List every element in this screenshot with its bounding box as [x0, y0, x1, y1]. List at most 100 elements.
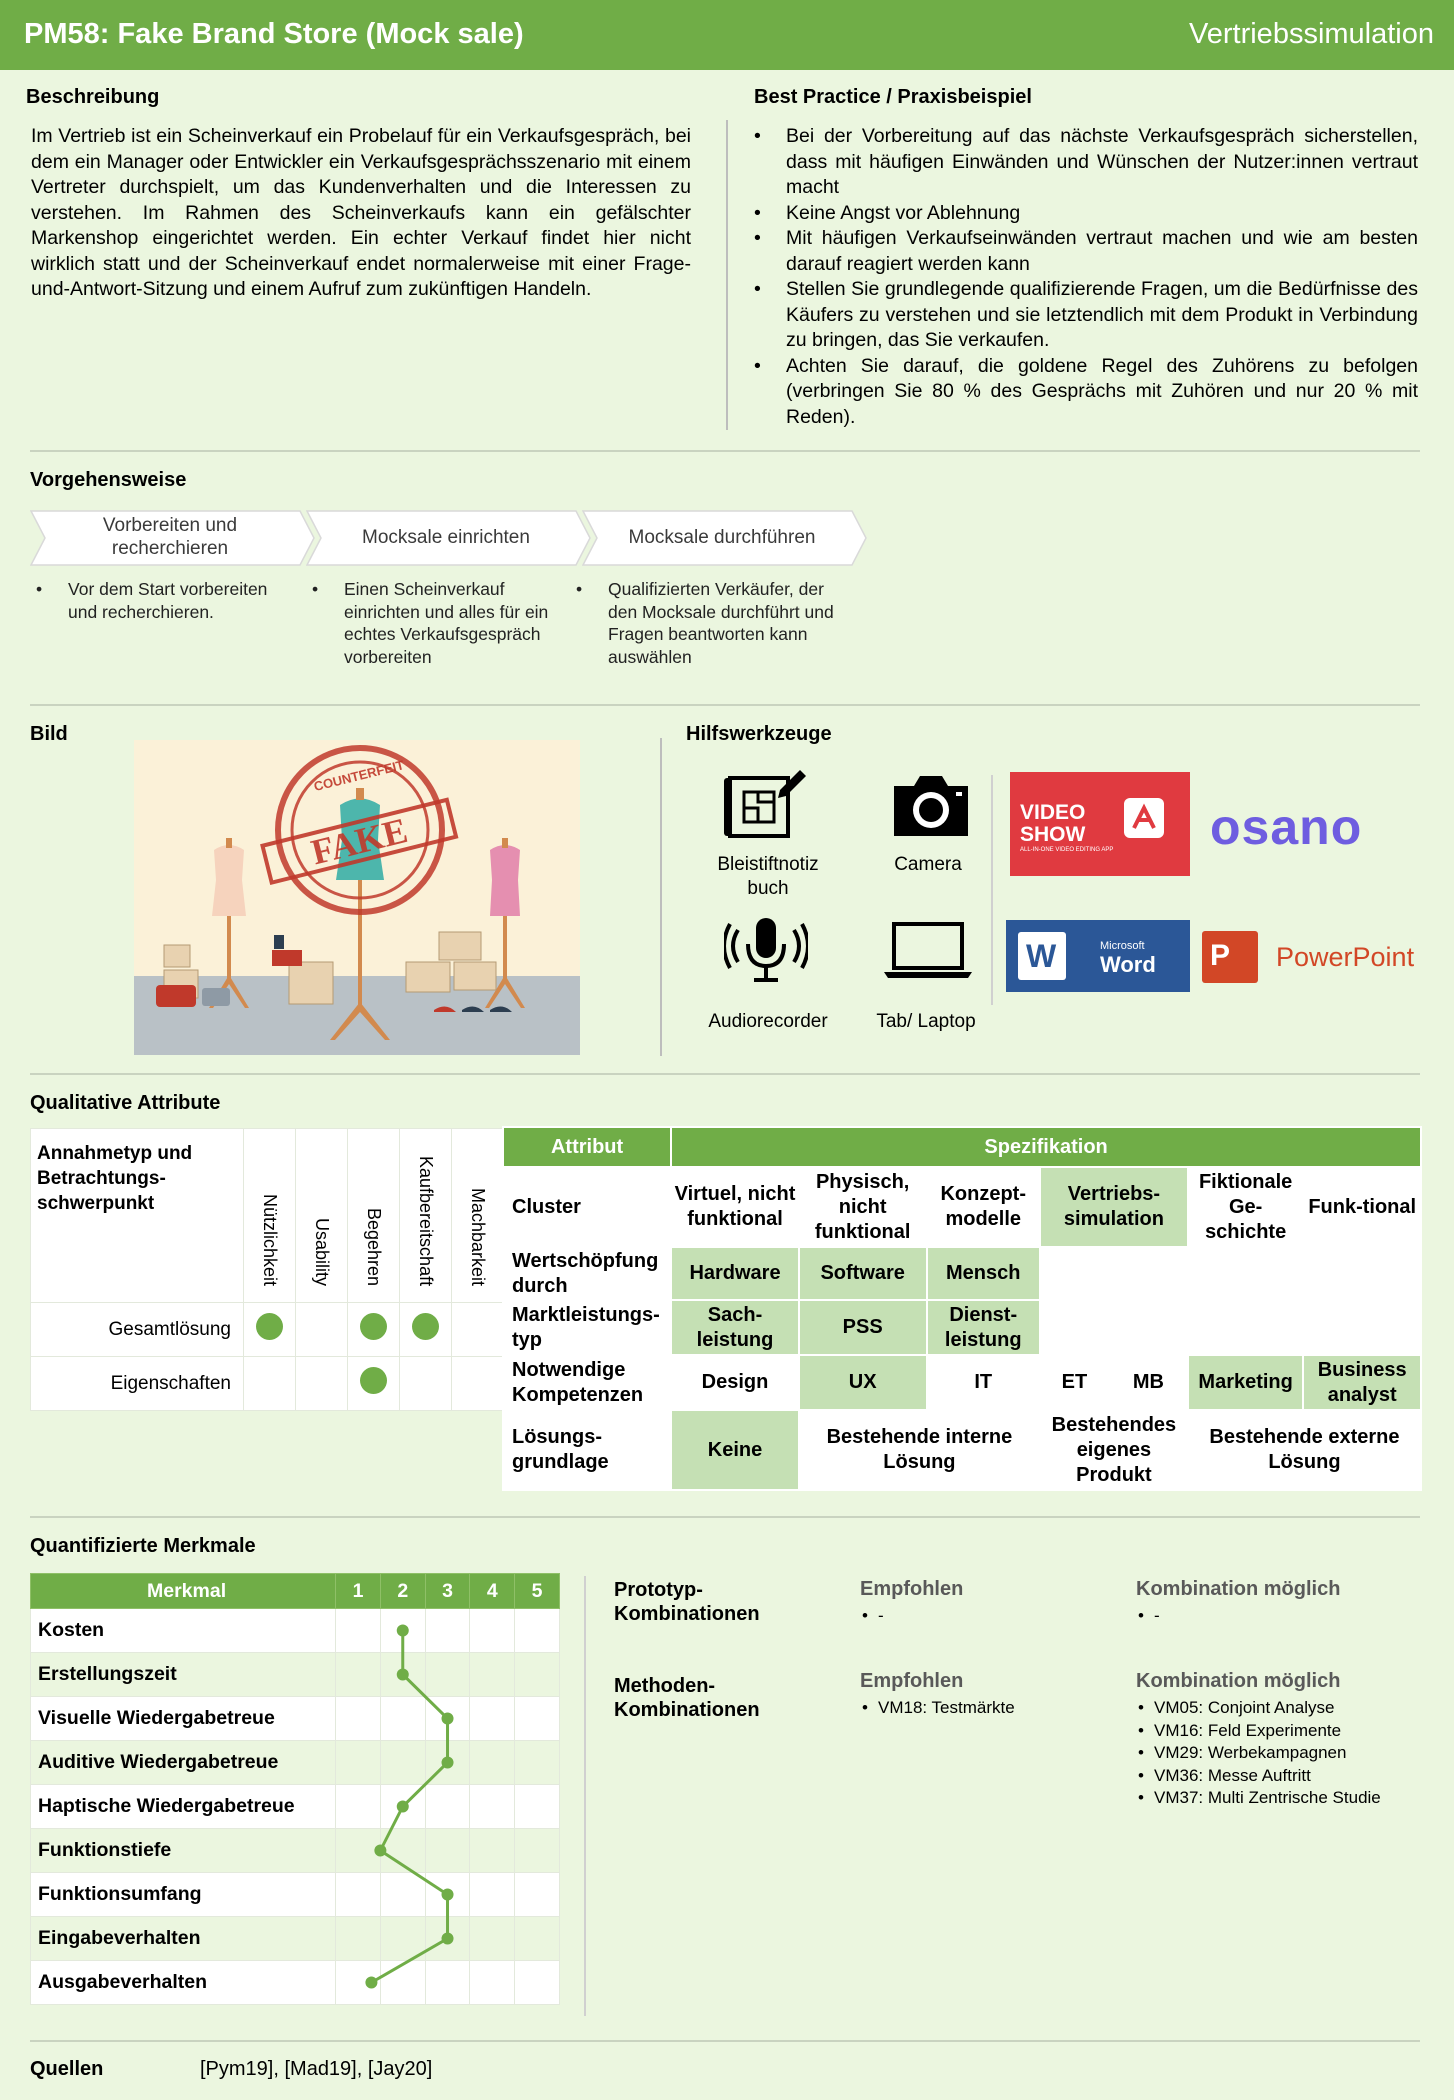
hilfswerkzeuge-heading: Hilfswerkzeuge — [686, 723, 832, 745]
process-step-1-desc: • Vor dem Start vorbereiten und recherch… — [36, 579, 268, 622]
process-step-2: Mocksale einrichten — [306, 510, 591, 566]
list-item: - — [1136, 1605, 1340, 1628]
process-step-1: Vorbereiten und recherchieren — [30, 510, 315, 566]
divider — [30, 704, 1420, 706]
videoshow-logo: VIDEO SHOW ALL-IN-ONE VIDEO EDITING APP — [1010, 772, 1190, 876]
methoden-kombination: Kombination möglich VM05: Conjoint Analy… — [1136, 1670, 1381, 1810]
divider — [30, 1516, 1420, 1518]
marker-dot — [412, 1313, 439, 1340]
qualitative-col-header: Machbarkeit — [468, 1187, 488, 1286]
list-item: VM16: Feld Experimente — [1136, 1720, 1381, 1743]
divider — [991, 775, 993, 1005]
qualitative-heading: Qualitative Attribute — [30, 1092, 221, 1114]
divider — [726, 120, 728, 430]
tool-label: Audiorecorder — [708, 1011, 828, 1032]
qualitative-col-header: Begehren — [364, 1207, 384, 1286]
divider — [30, 1073, 1420, 1075]
list-item: VM18: Testmärkte — [860, 1697, 1015, 1720]
list-item: Keine Angst vor Ablehnung — [754, 201, 1418, 227]
qualitative-corner: Annahmetyp und Betrachtungs-schwerpunkt — [30, 1128, 244, 1303]
beschreibung-text: Im Vertrieb ist ein Scheinverkauf ein Pr… — [31, 125, 691, 300]
profile-point — [396, 1800, 409, 1813]
table-row: Kosten — [29, 1608, 560, 1653]
beschreibung-heading: Beschreibung — [26, 86, 160, 108]
list-item: VM36: Messe Auftritt — [1136, 1765, 1381, 1788]
fake-store-illustration: COUNTERFEIT FAKE — [134, 740, 580, 1055]
spec-header-attribut: Attribut — [501, 1126, 673, 1168]
profile-point — [441, 1712, 454, 1725]
table-row: Funktionstiefe — [29, 1828, 560, 1873]
best-practice-heading: Best Practice / Praxisbeispiel — [754, 86, 1032, 108]
tool-label: Bleistiftnotiz buch — [717, 854, 819, 899]
list-item: - — [860, 1605, 963, 1628]
specification-table: Attribut Spezifikation Cluster Virtuel, … — [501, 1126, 1423, 1491]
table-row: Ausgabeverhalten — [29, 1960, 560, 2005]
list-item: VM29: Werbekampagnen — [1136, 1742, 1381, 1765]
marker-dot — [360, 1313, 387, 1340]
qualitative-col-header: Kaufbereitschaft — [416, 1155, 436, 1286]
process-step-2-desc: • Einen Scheinverkauf einrichten und all… — [312, 579, 549, 667]
table-row: Gesamtlösung — [30, 1302, 504, 1357]
quellen-label: Quellen — [30, 2058, 104, 2080]
camera-icon — [890, 772, 972, 843]
qualitative-table: Annahmetyp und Betrachtungs-schwerpunkt … — [30, 1128, 504, 1411]
divider — [30, 2040, 1420, 2042]
tool-label: Tab/ Laptop — [876, 1011, 976, 1032]
powerpoint-logo: PowerPoint — [1276, 942, 1415, 972]
laptop-icon — [882, 922, 974, 983]
methoden-kombinationen-label: Methoden-Kombinationen — [614, 1675, 760, 1721]
word-logo: W Microsoft Word — [1006, 920, 1190, 992]
qualitative-col-header: Nützlichkeit — [260, 1193, 280, 1286]
header-bar: PM58: Fake Brand Store (Mock sale) Vertr… — [0, 0, 1454, 70]
profile-line — [370, 1630, 450, 1984]
bild-heading: Bild — [30, 723, 68, 745]
category-title: Vertriebssimulation — [1189, 18, 1434, 50]
methoden-empfohlen: Empfohlen VM18: Testmärkte — [860, 1670, 1015, 1720]
powerpoint-app-icon: P — [1202, 931, 1258, 983]
process-step-3-desc: • Qualifizierten Verkäufer, der den Mock… — [576, 579, 834, 667]
list-item: Stellen Sie grundlegende qualifizierende… — [754, 277, 1418, 354]
marker-dot — [360, 1367, 387, 1394]
prototyp-kombination: Kombination möglich - — [1136, 1578, 1340, 1628]
profile-point — [441, 1888, 454, 1901]
microphone-icon — [722, 916, 810, 991]
spec-header-spezifikation: Spezifikation — [670, 1126, 1422, 1168]
profile-point — [396, 1668, 409, 1681]
quellen-text: [Pym19], [Mad19], [Jay20] — [200, 2058, 433, 2080]
divider — [660, 738, 662, 1056]
videoshow-app-icon — [1124, 798, 1164, 838]
process-step-3: Mocksale durchführen — [582, 510, 867, 566]
marker-dot — [256, 1313, 283, 1340]
page-title: PM58: Fake Brand Store (Mock sale) — [24, 18, 524, 50]
blueprint-pencil-icon — [724, 768, 808, 847]
table-row: Haptische Wiedergabetreue — [29, 1784, 560, 1829]
vorgehensweise-heading: Vorgehensweise — [30, 469, 187, 491]
table-row: Auditive Wiedergabetreue — [29, 1740, 560, 1785]
osano-logo: osano — [1210, 799, 1363, 855]
profile-point — [365, 1976, 378, 1989]
prototyp-empfohlen: Empfohlen - — [860, 1578, 963, 1628]
list-item: Mit häufigen Verkaufseinwänden vertraut … — [754, 226, 1418, 277]
divider — [584, 1576, 586, 2016]
tool-label: Camera — [894, 854, 962, 875]
profile-point — [441, 1932, 454, 1945]
table-row: Eigenschaften — [30, 1356, 504, 1411]
merkmal-table: Merkmal 1 2 3 4 5 Kosten Erstellungszeit… — [29, 1573, 560, 2005]
divider — [30, 450, 1420, 452]
list-item: Achten Sie darauf, die goldene Regel des… — [754, 354, 1418, 431]
list-item: Bei der Vorbereitung auf das nächste Ver… — [754, 124, 1418, 201]
table-row: Funktionsumfang — [29, 1872, 560, 1917]
quantifiziert-heading: Quantifizierte Merkmale — [30, 1535, 256, 1557]
videoshow-logo-text: VIDEO SHOW ALL-IN-ONE VIDEO EDITING APP — [1020, 801, 1114, 854]
table-row: Visuelle Wiedergabetreue — [29, 1696, 560, 1741]
list-item: VM37: Multi Zentrische Studie — [1136, 1787, 1381, 1810]
list-item: VM05: Conjoint Analyse — [1136, 1697, 1381, 1720]
profile-point — [396, 1624, 409, 1637]
profile-point — [374, 1844, 387, 1857]
word-app-icon: W — [1018, 932, 1066, 980]
profile-point — [441, 1756, 454, 1769]
best-practice-list: Bei der Vorbereitung auf das nächste Ver… — [754, 124, 1418, 430]
qualitative-col-header: Usability — [312, 1217, 332, 1286]
